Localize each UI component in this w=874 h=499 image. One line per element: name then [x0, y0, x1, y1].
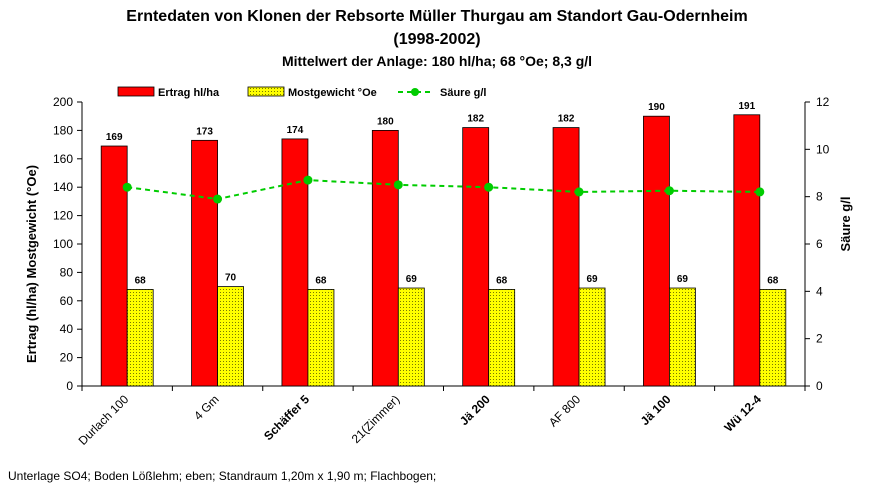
data-label-mostgewicht: 69 [587, 274, 599, 285]
data-label-ertrag: 182 [467, 114, 484, 125]
bar-mostgewicht [759, 289, 787, 387]
legend-swatch-mostgewicht [247, 86, 285, 97]
data-label-ertrag: 191 [738, 101, 755, 112]
bar-ertrag [643, 115, 670, 387]
legend-swatch-ertrag [117, 86, 155, 97]
category-labels: Durlach 100 4 Gm Schäffer 5 21(Zimmer) Jä 20… [76, 392, 765, 448]
legend-label-mostgewicht: Mostgewicht °Oe [288, 87, 377, 99]
bar-mostgewicht [217, 286, 244, 387]
bar-ertrag [371, 129, 399, 387]
point-saeure [755, 187, 765, 197]
data-label-ertrag: 174 [287, 125, 304, 136]
x-tick-label: 4 Gm [191, 392, 222, 423]
data-label-mostgewicht: 68 [315, 275, 327, 286]
data-label-mostgewicht: 70 [225, 273, 237, 284]
bar-ertrag [281, 138, 309, 387]
bar-mostgewicht [397, 287, 425, 387]
bar-mostgewicht [307, 289, 335, 387]
x-tick-label: Jä 100 [638, 392, 674, 428]
x-tick-label: Jä 200 [457, 392, 493, 428]
right-tick-label: 10 [816, 142, 830, 156]
bar-mostgewicht [488, 289, 516, 387]
bar-ertrag [462, 127, 490, 387]
footnote: Unterlage SO4; Boden Lößlehm; eben; Stan… [8, 469, 437, 483]
legend-label-saeure: Säure g/l [440, 87, 486, 99]
right-tick-label: 6 [816, 237, 823, 251]
left-tick-label: 60 [60, 294, 74, 308]
right-axis-title: Säure g/l [838, 197, 853, 252]
chart-subtitle: Mittelwert der Anlage: 180 hl/ha; 68 °Oe… [281, 53, 593, 69]
x-tick-label: AF 800 [546, 392, 583, 429]
left-tick-label: 120 [53, 209, 73, 223]
data-label-ertrag: 169 [106, 132, 123, 143]
left-tick-label: 40 [60, 322, 74, 336]
data-label-mostgewicht: 69 [406, 274, 418, 285]
right-tick-label: 12 [816, 95, 830, 109]
point-saeure [213, 194, 223, 204]
data-label-ertrag: 190 [648, 102, 665, 113]
left-axis-title: Ertrag (hl/ha) Mostgewicht (°Oe) [24, 165, 39, 363]
point-saeure [484, 182, 494, 192]
left-tick-label: 180 [53, 123, 73, 137]
left-tick-label: 20 [60, 351, 74, 365]
bar-ertrag [552, 127, 580, 387]
chart-subtitle-years: (1998-2002) [393, 31, 481, 48]
x-tick-label: Durlach 100 [76, 392, 132, 448]
data-label-ertrag: 182 [558, 114, 575, 125]
data-label-ertrag: 173 [196, 126, 213, 137]
bar-mostgewicht [578, 287, 606, 387]
data-label-ertrag: 180 [377, 116, 394, 127]
left-tick-label: 160 [53, 152, 73, 166]
left-tick-label: 100 [53, 237, 73, 251]
left-tick-label: 0 [66, 379, 73, 393]
point-saeure [303, 175, 313, 185]
x-tick-label: Wü 12-4 [721, 392, 764, 435]
axes: 020406080100120140160180200024681012Ertr… [24, 95, 853, 393]
point-saeure [664, 186, 674, 196]
bar-ertrag [191, 139, 218, 387]
left-tick-label: 140 [53, 180, 73, 194]
bar-ertrag [100, 145, 128, 387]
data-label-mostgewicht: 68 [135, 275, 147, 286]
data-label-mostgewicht: 68 [767, 275, 779, 286]
data-label-mostgewicht: 69 [677, 274, 689, 285]
point-saeure [574, 187, 584, 197]
bars: 169 68 173 70 174 68 180 69 182 68 182 69 190 69 191 68 [100, 101, 787, 387]
bar-mostgewicht [669, 287, 696, 387]
point-saeure [122, 182, 132, 192]
chart-title: Erntedaten von Klonen der Rebsorte Mülle… [126, 8, 748, 25]
left-tick-label: 80 [60, 265, 74, 279]
legend-marker-saeure [411, 88, 419, 96]
legend-label-ertrag: Ertrag hl/ha [158, 87, 220, 99]
right-tick-label: 2 [816, 332, 823, 346]
line-saeure [127, 179, 760, 201]
x-tick-label: Schäffer 5 [261, 392, 312, 443]
left-tick-label: 200 [53, 95, 73, 109]
right-tick-label: 4 [816, 284, 823, 298]
x-tick-label: 21(Zimmer) [349, 392, 403, 446]
bar-ertrag [733, 114, 761, 387]
data-label-mostgewicht: 68 [496, 275, 508, 286]
right-tick-label: 0 [816, 379, 823, 393]
point-saeure [393, 180, 403, 190]
line-series [122, 175, 765, 204]
right-tick-label: 8 [816, 190, 823, 204]
legend: Ertrag hl/ha Mostgewicht °Oe Säure g/l [117, 86, 486, 99]
bar-mostgewicht [126, 289, 154, 387]
